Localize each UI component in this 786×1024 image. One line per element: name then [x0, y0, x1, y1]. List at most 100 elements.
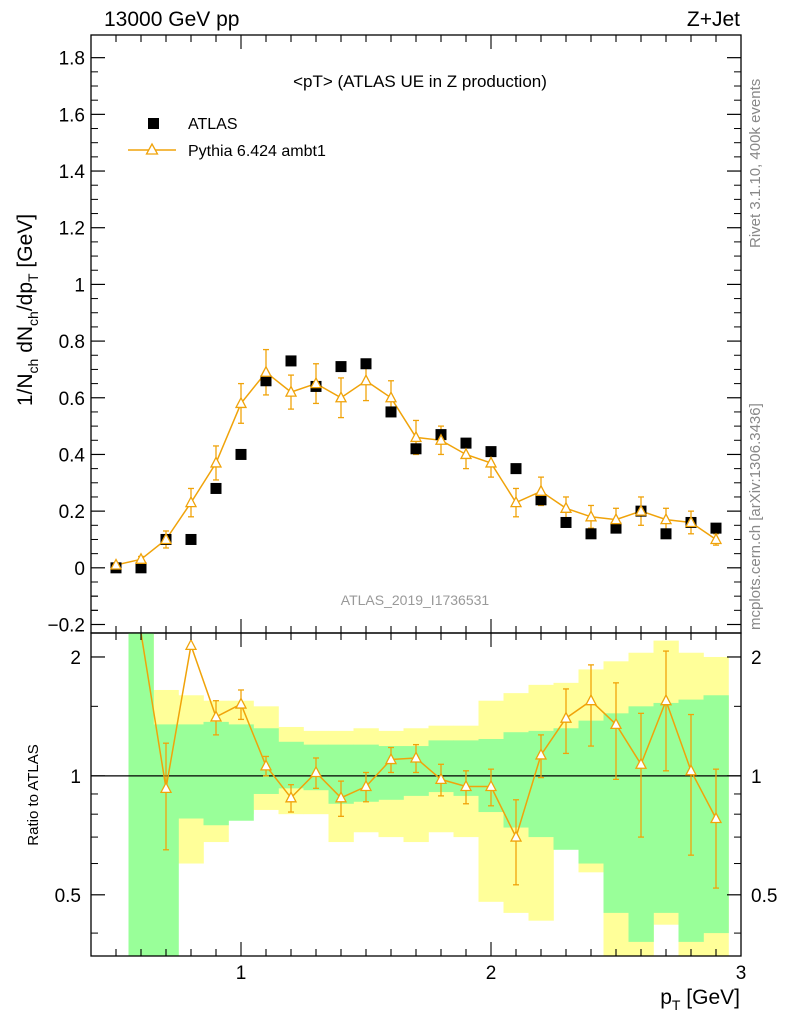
ratio-series	[140, 632, 723, 889]
main-y-tick-label: 1.4	[59, 162, 86, 183]
ratio-y-tick-label-right: 2	[751, 648, 762, 669]
ratio-y-axis-label: Ratio to ATLAS	[25, 744, 42, 845]
main-y-tick-label: 0	[74, 559, 85, 580]
ratio-x-tick-label: 3	[736, 963, 747, 984]
ratio-y-axis: 0.5 0.5 1 1 2 2	[55, 648, 777, 934]
ratio-pythia-point	[434, 772, 448, 785]
main-pythia-point	[659, 512, 673, 525]
legend-atlas-label: ATLAS	[188, 116, 238, 133]
ratio-y-tick-label-right: 1	[751, 767, 762, 788]
ratio-pythia-point	[184, 638, 198, 651]
ratio-x-tick-label: 1	[236, 963, 247, 984]
ratio-band-inner	[228, 724, 254, 821]
main-pythia-point	[584, 509, 598, 522]
ratio-pythia-point	[209, 710, 223, 722]
main-y-tick-label: 1.2	[59, 219, 85, 240]
ratio-pythia-point	[409, 751, 423, 763]
main-pythia-point	[534, 484, 548, 496]
main-y-tick-label: 1.6	[59, 105, 85, 126]
main-y-tick-label: 0.2	[59, 502, 85, 523]
legend: ATLAS Pythia 6.424 ambt1	[128, 116, 326, 160]
ratio-pythia-point	[659, 693, 673, 706]
ratio-band-inner	[178, 724, 204, 819]
main-atlas-point	[135, 562, 147, 574]
main-atlas-point	[585, 528, 597, 540]
main-y-tick-label: 0.4	[59, 445, 86, 466]
main-pythia-point	[384, 390, 398, 403]
mcplots-source-label: mcplots.cern.ch [arXiv:1306.3436]	[747, 403, 764, 630]
main-pythia-point	[159, 532, 173, 545]
main-atlas-point	[410, 443, 422, 455]
rivet-version-label: Rivet 3.1.10, 400k events	[747, 79, 764, 248]
main-y-tick-label: −0.2	[47, 615, 85, 636]
ratio-pythia-point	[509, 830, 523, 842]
plot-title: <pT> (ATLAS UE in Z production)	[293, 72, 547, 91]
main-atlas-point	[485, 446, 497, 458]
ratio-y-tick-label: 2	[70, 648, 81, 669]
main-pythia-point	[109, 558, 123, 570]
main-atlas-point	[210, 482, 222, 494]
ratio-plot-panel: 0.5 0.5 1 1 2 2 1 2 3	[55, 632, 777, 984]
ratio-pythia-point	[609, 717, 623, 730]
main-x-axis	[115, 35, 717, 633]
main-atlas-point	[610, 522, 622, 534]
main-pythia-point	[334, 390, 348, 403]
ratio-pythia-point	[634, 757, 648, 769]
main-atlas-point	[360, 358, 372, 370]
ratio-x-axis: 1 2 3	[115, 633, 747, 984]
ratio-band-inner	[203, 721, 229, 826]
ratio-pythia-point	[159, 781, 173, 793]
main-pythia-point	[184, 495, 198, 508]
main-plot-panel: −0.2 0 0.2 0.4 0.6 0.8 1 1.2 1.4 1.6 1.8	[47, 34, 742, 636]
main-pythia-point	[484, 456, 498, 468]
ratio-pythia-point	[534, 748, 548, 760]
plot-title-text: <pT> (ATLAS UE in Z production)	[293, 72, 547, 91]
ratio-pythia-point	[559, 711, 573, 723]
main-y-tick-label: 1.8	[59, 49, 85, 70]
analysis-watermark: ATLAS_2019_I1736531	[341, 592, 490, 608]
ratio-pythia-point	[234, 697, 248, 709]
main-pythia-point	[134, 552, 148, 564]
main-pythia-line	[115, 371, 717, 566]
main-atlas-point	[285, 355, 297, 367]
legend-atlas-marker	[148, 118, 159, 129]
ratio-bands	[91, 633, 741, 956]
main-atlas-point	[510, 463, 522, 475]
legend-pythia-marker	[145, 142, 159, 155]
main-atlas-point	[185, 533, 197, 545]
main-pythia-point	[609, 512, 623, 525]
ratio-pythia-point	[284, 790, 298, 803]
ratio-pythia-point	[584, 693, 598, 706]
main-pythia-point	[409, 430, 423, 443]
ratio-x-tick-label: 2	[486, 963, 497, 984]
ratio-pythia-point	[709, 811, 723, 824]
main-pythia-point	[509, 495, 523, 508]
main-atlas-point	[560, 516, 572, 528]
ratio-pythia-point	[384, 752, 398, 765]
main-pythia-point	[709, 532, 723, 545]
main-y-tick-label: 0.6	[59, 389, 85, 410]
main-pythia-point	[634, 504, 648, 516]
ratio-pythia-point	[259, 759, 273, 771]
ratio-pythia-point	[334, 790, 348, 803]
main-y-axis: −0.2 0 0.2 0.4 0.6 0.8 1 1.2 1.4 1.6 1.8	[47, 49, 741, 636]
main-pythia-point	[359, 373, 373, 386]
ratio-band-inner	[278, 741, 304, 789]
main-atlas-point	[710, 522, 722, 534]
main-pythia-point	[209, 456, 223, 468]
ratio-y-tick-label-right: 0.5	[751, 886, 777, 907]
header-process-label: Z+Jet	[687, 8, 740, 31]
main-pythia-point	[684, 515, 698, 528]
main-atlas-point	[535, 494, 547, 506]
main-atlas-point	[460, 437, 472, 449]
header-energy-label: 13000 GeV pp	[104, 8, 239, 31]
ratio-y-tick-label: 1	[70, 767, 81, 788]
ratio-y-tick-label: 0.5	[55, 886, 81, 907]
main-y-tick-label: 1	[74, 275, 85, 296]
main-pythia-point	[259, 365, 273, 377]
ratio-pythia-point	[309, 765, 323, 778]
ratio-band-inner	[128, 633, 154, 956]
main-atlas-point	[385, 406, 397, 418]
ratio-pythia-point	[484, 779, 498, 792]
